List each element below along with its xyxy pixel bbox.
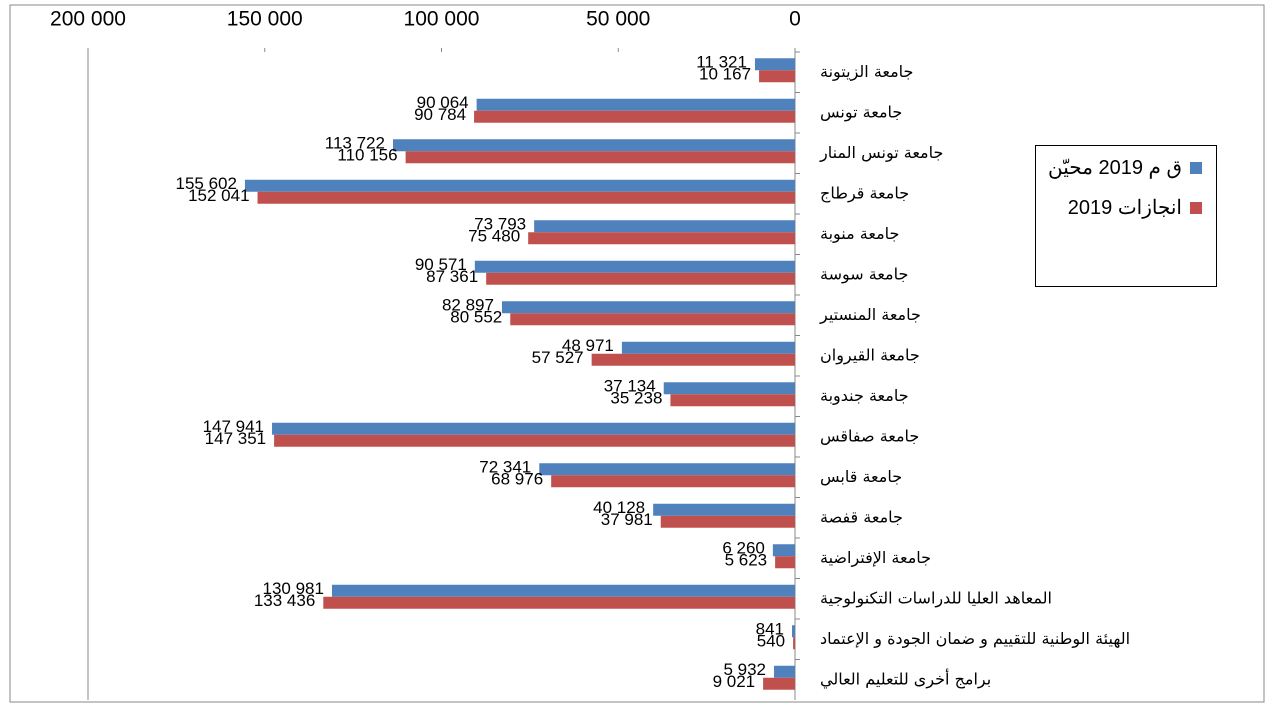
bar — [331, 584, 795, 597]
value-label: 37 981 — [601, 510, 653, 529]
value-label: 40 128 — [593, 498, 645, 517]
bar — [476, 98, 795, 111]
bar — [551, 475, 795, 488]
value-label: 82 897 — [442, 296, 494, 315]
value-label: 113 722 — [325, 134, 385, 153]
category-label: برامج أخرى للتعليم العالي — [820, 668, 991, 689]
value-label: 90 064 — [417, 93, 469, 112]
value-label: 9 021 — [713, 672, 756, 691]
category-label: جامعة قابس — [820, 467, 902, 487]
bar — [501, 301, 795, 314]
category-label: المعاهد العليا للدراسات التكنولوجية — [820, 588, 1052, 608]
bar — [323, 596, 795, 609]
bar — [763, 677, 795, 690]
bar — [392, 139, 795, 152]
category-label: جامعة قفصة — [820, 507, 903, 526]
bar — [792, 625, 795, 638]
frame — [9, 4, 1265, 703]
value-label: 80 552 — [450, 308, 502, 327]
bar — [653, 503, 795, 516]
legend-entry: انجازات 2019 — [1046, 194, 1202, 222]
value-label: 10 167 — [699, 65, 751, 84]
value-label: 48 971 — [562, 336, 614, 355]
bar — [405, 151, 795, 164]
legend-swatch — [1190, 202, 1202, 214]
legend-label: ق م 2019 محيّن — [1048, 157, 1182, 179]
bar — [660, 515, 795, 528]
legend-label: انجازات 2019 — [1067, 197, 1182, 219]
legend-entry: ق م 2019 محيّن — [1046, 154, 1202, 182]
bar — [274, 434, 795, 447]
bar — [772, 544, 795, 557]
x-tick-label: 50 000 — [586, 8, 650, 31]
value-label: 5 623 — [725, 551, 768, 570]
bar — [510, 313, 795, 326]
bar — [272, 422, 795, 435]
value-label: 37 134 — [604, 377, 656, 396]
bar — [774, 665, 795, 678]
x-tick-label: 200 000 — [50, 8, 126, 31]
value-label: 147 351 — [205, 429, 266, 448]
bar — [754, 58, 795, 71]
category-label: جامعة سوسة — [820, 264, 908, 284]
bar — [244, 179, 796, 192]
bar — [539, 463, 795, 476]
bar — [670, 394, 795, 407]
value-label: 133 436 — [254, 591, 315, 610]
bar — [474, 110, 795, 123]
bar — [793, 637, 795, 650]
category-label: جامعة منوبة — [820, 224, 899, 244]
value-label: 5 932 — [723, 660, 766, 679]
value-label: 57 527 — [532, 348, 584, 367]
value-label: 147 941 — [203, 417, 264, 436]
category-label: جامعة القيروان — [820, 345, 920, 365]
category-label: جامعة قرطاج — [820, 183, 909, 203]
category-label: جامعة المنستير — [819, 305, 921, 325]
value-label: 841 — [756, 620, 784, 639]
x-tick-label: 150 000 — [227, 8, 303, 31]
legend-swatch — [1190, 162, 1202, 174]
value-label: 73 793 — [474, 215, 526, 234]
value-label: 11 321 — [696, 53, 747, 72]
category-label: جامعة تونس المنار — [819, 143, 943, 163]
value-label: 130 981 — [263, 579, 324, 598]
x-tick-label: 0 — [789, 8, 801, 31]
value-label: 87 361 — [426, 267, 478, 286]
category-label: جامعة صفاقس — [820, 426, 919, 446]
value-label: 35 238 — [610, 389, 662, 408]
bar — [474, 260, 795, 273]
bar — [257, 191, 796, 204]
value-label: 68 976 — [491, 470, 543, 489]
x-tick-label: 100 000 — [404, 8, 480, 31]
value-label: 110 156 — [337, 146, 397, 165]
value-label: 152 041 — [188, 186, 249, 205]
value-label: 90 571 — [415, 255, 467, 274]
category-label: جامعة الزيتونة — [820, 62, 913, 82]
value-label: 540 — [757, 632, 785, 651]
bar — [759, 70, 795, 83]
value-label: 6 260 — [722, 539, 765, 558]
value-label: 75 480 — [468, 227, 520, 246]
value-label: 90 784 — [414, 105, 466, 124]
bar — [486, 272, 795, 285]
category-label: الهيئة الوطنية للتقييم و ضمان الجودة و ا… — [820, 629, 1130, 649]
value-label: 72 341 — [479, 458, 531, 477]
category-label: جامعة تونس — [820, 102, 902, 122]
bar — [591, 353, 795, 366]
category-label: جامعة جندوبة — [820, 386, 909, 406]
bar — [534, 220, 795, 233]
bar — [775, 556, 795, 569]
legend: ق م 2019 محيّن انجازات 2019 — [1035, 145, 1217, 287]
bar — [528, 232, 795, 245]
value-label: 155 602 — [175, 174, 236, 193]
bar — [663, 382, 795, 395]
category-label: جامعة الإفتراضية — [820, 548, 931, 568]
bar — [621, 341, 795, 354]
